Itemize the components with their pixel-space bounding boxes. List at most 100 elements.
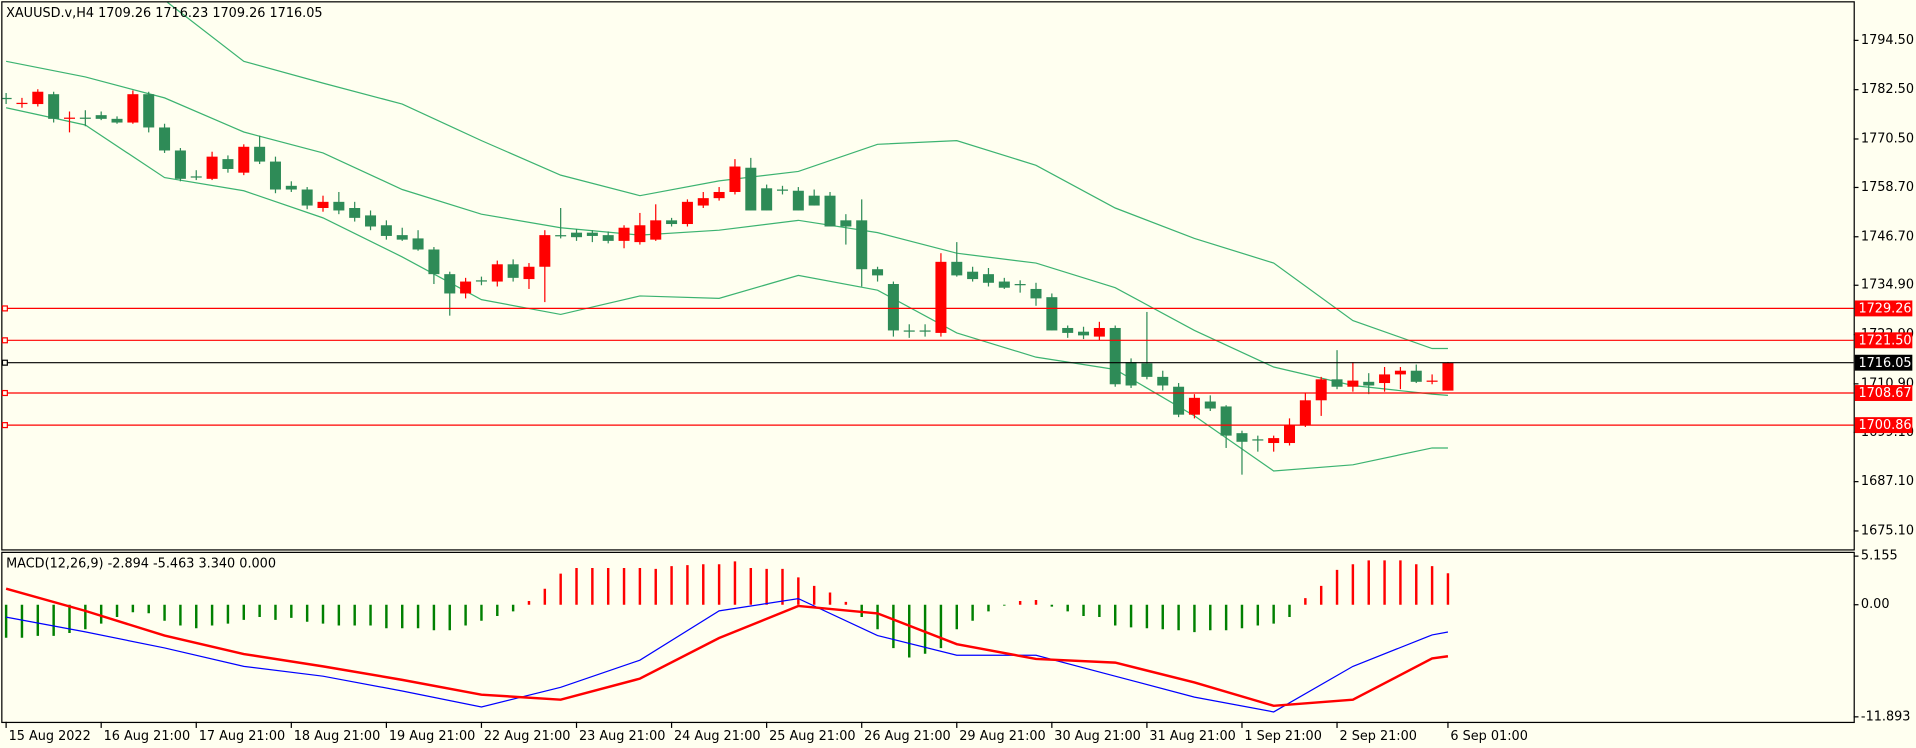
candle-body — [1173, 386, 1185, 415]
candle-body — [1188, 397, 1200, 415]
candle-body — [238, 146, 250, 173]
level-tag — [1854, 417, 1913, 434]
x-tick-label: 26 Aug 21:00 — [864, 729, 951, 744]
candle-body — [1410, 370, 1422, 382]
candle-body — [48, 94, 60, 119]
candle-body — [951, 261, 963, 276]
level-label: 1721.50 — [1858, 333, 1911, 348]
macd-panel — [1, 551, 1855, 724]
candle-body — [872, 269, 884, 276]
candle-body — [903, 330, 915, 332]
candle-body — [507, 264, 519, 278]
candle-body — [1030, 288, 1042, 299]
candle-body — [618, 227, 630, 241]
candle-body — [729, 166, 741, 192]
candle-body — [1379, 374, 1391, 384]
band-lower — [5, 107, 1448, 472]
candle-body — [1363, 381, 1375, 386]
candle-body — [333, 201, 345, 211]
candle-body — [982, 274, 994, 283]
candle-body — [650, 220, 662, 240]
candle-body — [998, 281, 1010, 288]
candle-body — [1299, 400, 1311, 425]
level-label: 1729.26 — [1858, 302, 1911, 317]
candle-body — [79, 117, 91, 119]
candle-body — [1315, 379, 1327, 401]
candle-body — [127, 94, 139, 123]
candle-body — [1252, 439, 1264, 441]
candle-body — [365, 215, 377, 227]
y-tick-label: -11.893 — [1861, 709, 1911, 724]
candle-body — [396, 235, 408, 240]
candle-body — [95, 115, 107, 119]
level-anchor — [1, 389, 8, 397]
candle-body — [887, 284, 899, 331]
candle-body — [824, 195, 836, 227]
candle-body — [317, 201, 329, 209]
level-tag — [1854, 300, 1913, 317]
candle-body — [285, 185, 297, 190]
axes: 1794.50 1782.50 1770.50 1758.70 1746.70 1734.… — [1, 33, 1914, 744]
x-tick-label: 1 Sep 21:00 — [1244, 729, 1321, 744]
candle-body — [412, 238, 424, 250]
candle-body — [1141, 363, 1153, 377]
level-anchor — [1, 305, 8, 312]
candle-body — [1046, 297, 1058, 331]
candle-body — [1125, 362, 1137, 386]
candle-body — [1014, 284, 1026, 286]
candle-body — [16, 102, 28, 105]
macd-title: MACD(12,26,9) -2.894 -5.463 3.340 0.000 — [6, 556, 276, 571]
candle-body — [111, 118, 123, 123]
candle-body — [919, 330, 931, 332]
candle-body — [269, 161, 281, 190]
band-upper — [166, 2, 1448, 350]
candle-body — [808, 195, 820, 206]
candle-body — [380, 225, 392, 236]
candle-body — [745, 167, 757, 211]
candle-body — [1236, 433, 1248, 442]
candle-body — [967, 271, 979, 280]
candle-body — [1394, 370, 1406, 375]
candle-body — [571, 232, 583, 238]
candle-body — [586, 232, 598, 236]
x-tick-label: 29 Aug 21:00 — [959, 729, 1046, 744]
level-anchor — [1, 422, 8, 429]
candle-body — [428, 249, 440, 275]
x-tick-label: 19 Aug 21:00 — [389, 729, 476, 744]
x-tick-label: 2 Sep 21:00 — [1339, 729, 1416, 744]
x-tick-label: 15 Aug 2022 — [9, 729, 91, 744]
x-tick-label: 31 Aug 21:00 — [1149, 729, 1236, 744]
candle-body — [681, 201, 693, 225]
candle-body — [1268, 438, 1280, 444]
level-anchor — [1, 359, 8, 366]
y-tick-label: 1782.50 — [1861, 82, 1914, 97]
candle-body — [697, 198, 709, 206]
candle-body — [475, 280, 487, 282]
y-tick-label: 1675.10 — [1861, 523, 1914, 538]
candle-body — [301, 189, 313, 206]
candle-body — [602, 235, 614, 241]
candle-body — [1426, 380, 1438, 382]
y-tick-label: 1687.10 — [1861, 474, 1914, 489]
price-plot — [2, 2, 1854, 475]
candle-body — [761, 188, 773, 211]
candle-body — [792, 190, 804, 211]
candle-body — [1109, 327, 1121, 385]
level-anchor — [1, 337, 8, 344]
level-tag — [1854, 385, 1913, 401]
candle-body — [491, 264, 503, 282]
x-tick-label: 6 Sep 01:00 — [1450, 729, 1527, 744]
candle-body — [713, 191, 725, 199]
y-tick-label: 1770.50 — [1861, 131, 1914, 146]
candle-body — [1284, 424, 1296, 444]
x-tick-label: 30 Aug 21:00 — [1054, 729, 1141, 744]
candle-body — [349, 208, 361, 218]
y-tick-label: 5.155 — [1861, 549, 1898, 564]
level-label: 1708.67 — [1858, 386, 1911, 401]
candle-body — [555, 235, 567, 237]
candle-body — [174, 150, 186, 179]
candle-body — [1331, 379, 1343, 387]
x-tick-label: 16 Aug 21:00 — [104, 729, 191, 744]
